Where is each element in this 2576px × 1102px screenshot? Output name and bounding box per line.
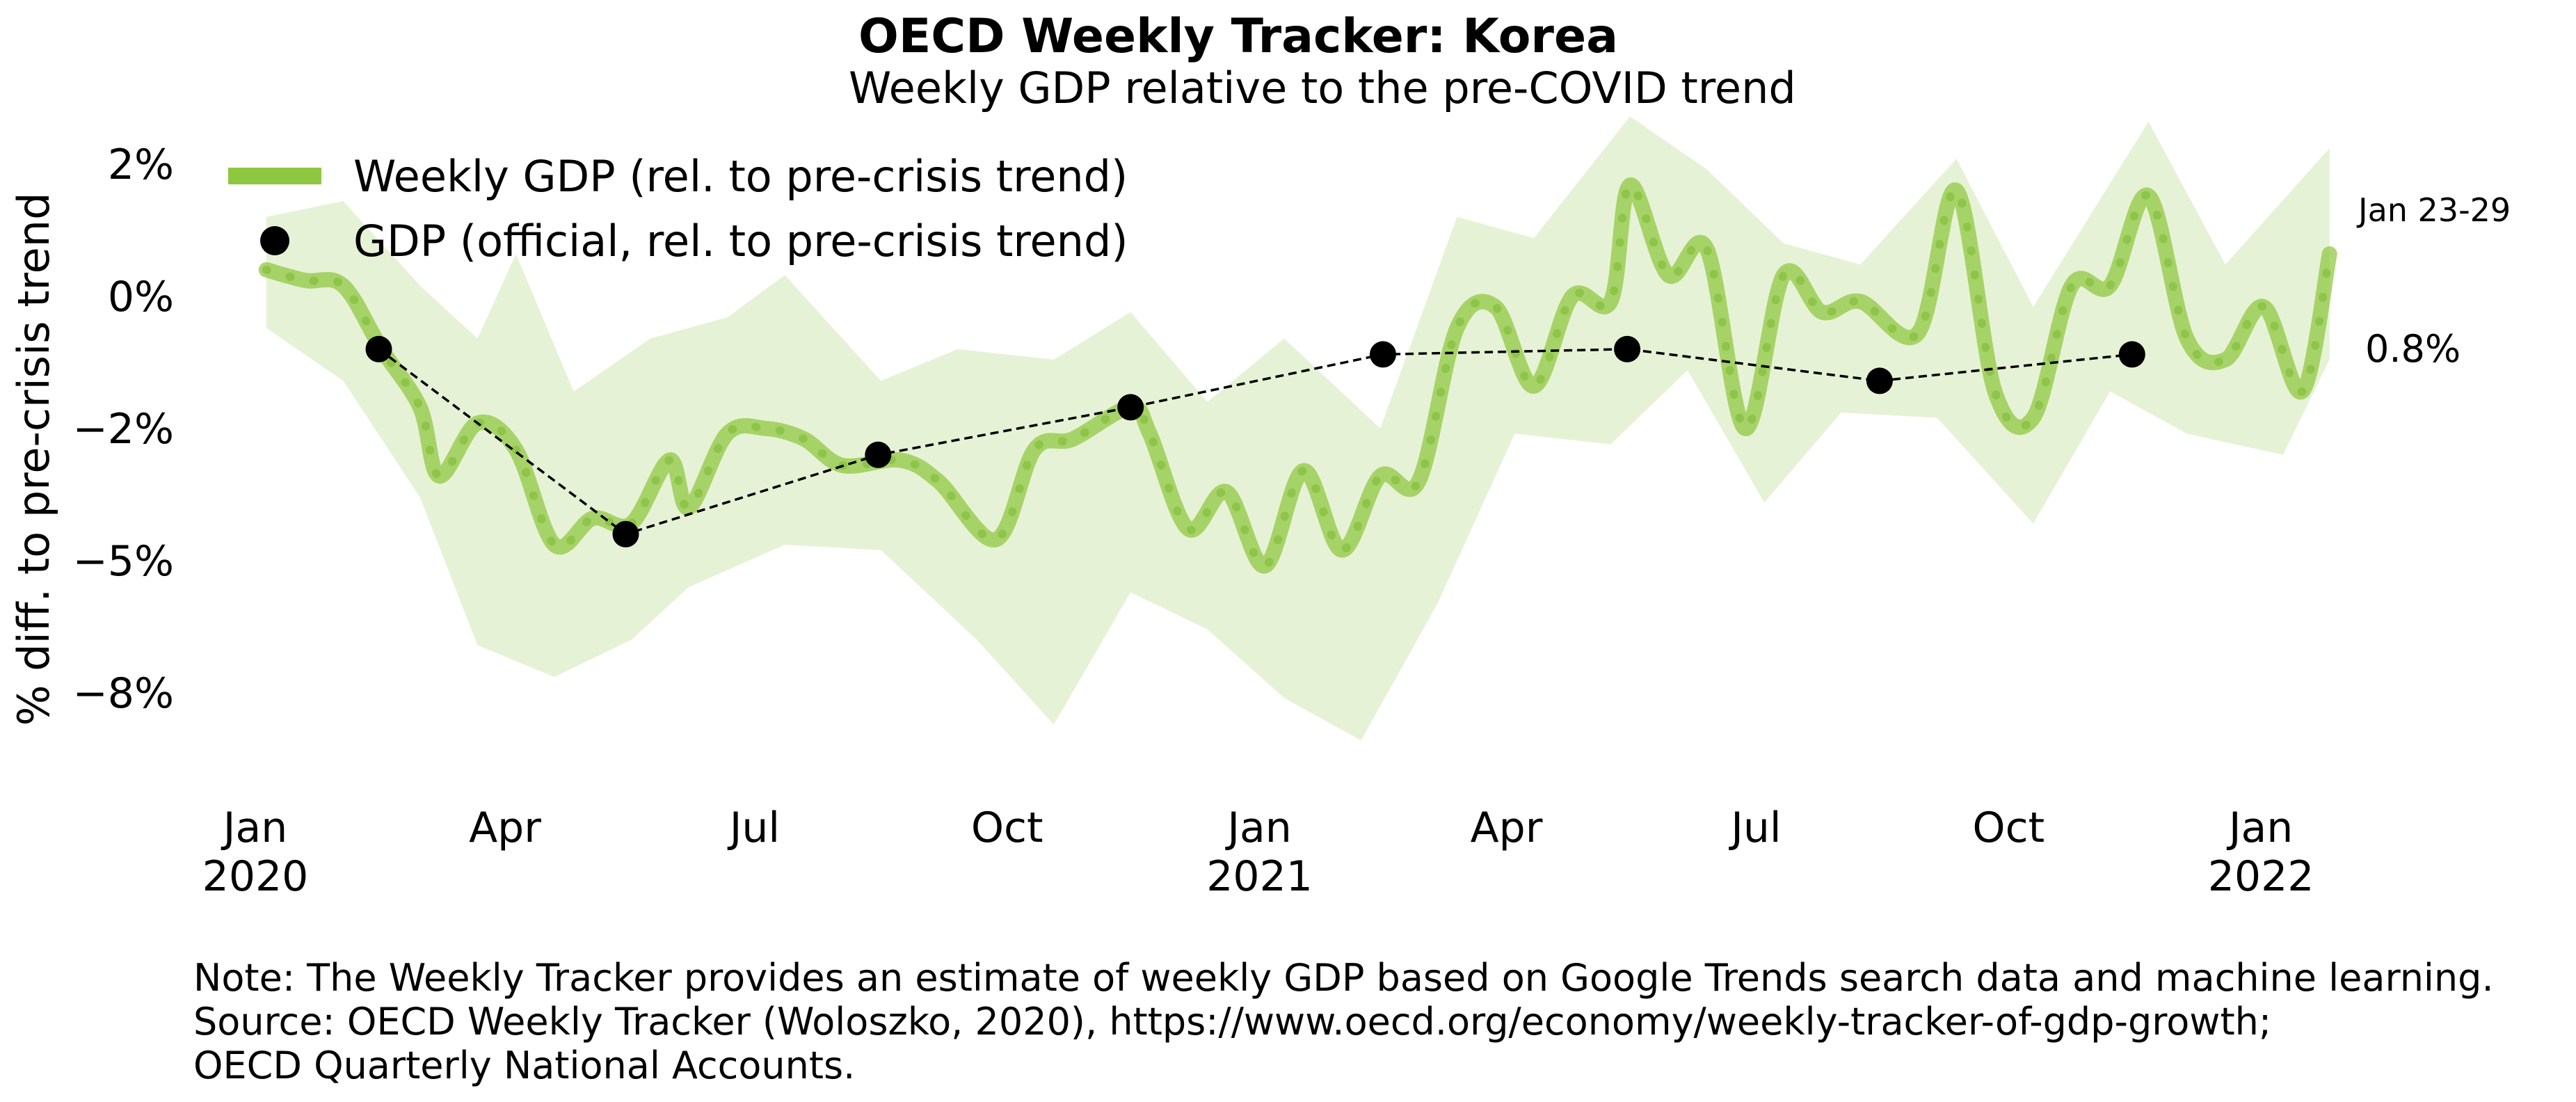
weekly-point-23 (1148, 431, 1152, 436)
weekly-point-20 (1032, 447, 1037, 452)
weekly-point-13 (725, 431, 729, 436)
legend-official-label: GDP (official, rel. to pre-crisis trend) (353, 216, 1128, 266)
uncertainty-band (266, 116, 2330, 741)
official-point-3 (1117, 394, 1144, 421)
weekly-point-36 (1628, 183, 1632, 187)
weekly-point-49 (2146, 193, 2150, 198)
x-tick-label-1: Apr (469, 804, 541, 852)
weekly-point-15 (802, 437, 806, 441)
y-tick-label-1: 0% (108, 273, 174, 321)
weekly-point-18 (936, 479, 941, 484)
weekly-point-54 (2328, 252, 2332, 256)
weekly-point-52 (2262, 305, 2266, 309)
note-line-2: Source: OECD Weekly Tracker (Woloszko, 2… (193, 1000, 2271, 1044)
weekly-point-39 (1743, 426, 1747, 431)
weekly-point-34 (1570, 294, 1574, 298)
weekly-point-1 (303, 278, 307, 282)
x-tick-label-7: Oct (1972, 804, 2045, 852)
x-tick-label-8: Jan (2226, 804, 2294, 852)
weekly-point-4 (418, 405, 422, 409)
weekly-point-44 (1954, 189, 1958, 193)
weekly-point-33 (1532, 384, 1536, 388)
weekly-point-31 (1455, 326, 1459, 330)
official-point-7 (2118, 341, 2145, 368)
x-tick-label-0: Jan (221, 804, 288, 852)
official-point-1 (612, 520, 639, 548)
official-point-4 (1370, 341, 1396, 368)
weekly-point-50 (2185, 337, 2189, 341)
weekly-point-38 (1704, 246, 1709, 250)
weekly-point-46 (2031, 416, 2035, 420)
weekly-point-25 (1224, 490, 1229, 494)
weekly-point-30 (1416, 479, 1421, 484)
weekly-point-43 (1916, 331, 1920, 335)
y-tick-label-0: 2% (108, 141, 174, 189)
uncertainty-band-layer (266, 116, 2330, 741)
weekly-point-24 (1186, 527, 1190, 531)
weekly-point-11 (668, 458, 672, 462)
weekly-point-0 (264, 268, 269, 272)
weekly-point-5 (437, 474, 441, 478)
weekly-point-35 (1608, 299, 1613, 303)
weekly-point-48 (2108, 284, 2112, 288)
weekly-line-layer (258, 177, 2337, 574)
official-point-2 (865, 441, 892, 468)
legend: Weekly GDP (rel. to pre-crisis trend) GD… (228, 151, 1128, 266)
official-point-5 (1614, 335, 1641, 362)
weekly-point-32 (1494, 305, 1498, 309)
weekly-point-2 (341, 284, 345, 288)
official-point-6 (1866, 367, 1893, 394)
weekly-point-41 (1820, 310, 1824, 314)
weekly-point-26 (1263, 564, 1267, 568)
y-tick-label-2: −2% (73, 405, 174, 454)
official-gdp-connector (378, 348, 2132, 536)
weekly-point-53 (2300, 390, 2304, 394)
y-tick-label-3: −5% (73, 537, 174, 586)
x-tick-year-0: 2020 (202, 852, 309, 901)
x-tick-label-2: Jul (727, 804, 780, 852)
weekly-point-37 (1666, 273, 1670, 277)
x-tick-label-5: Apr (1471, 804, 1543, 852)
weekly-gdp-line-markers (262, 181, 2334, 570)
weekly-point-9 (591, 516, 595, 520)
note-line-1: Note: The Weekly Tracker provides an est… (193, 956, 2494, 1000)
x-tick-year-4: 2021 (1206, 852, 1313, 901)
y-axis-label: % diff. to pre-crisis trend (8, 193, 59, 726)
weekly-point-27 (1302, 469, 1306, 473)
weekly-point-12 (687, 506, 691, 510)
x-tick-label-3: Oct (971, 804, 1043, 852)
weekly-point-47 (2070, 284, 2074, 288)
y-tick-labels: 2% 0% −2% −5% −8% (73, 141, 174, 718)
legend-official-swatch (260, 226, 289, 255)
weekly-point-29 (1378, 474, 1382, 478)
weekly-point-40 (1782, 273, 1786, 277)
note-line-3: OECD Quarterly National Accounts. (193, 1044, 855, 1087)
chart-subtitle: Weekly GDP relative to the pre-COVID tre… (849, 63, 1796, 113)
weekly-point-28 (1340, 548, 1344, 552)
y-tick-label-4: −8% (73, 669, 174, 718)
legend-weekly-label: Weekly GDP (rel. to pre-crisis trend) (353, 151, 1128, 202)
weekly-point-51 (2223, 358, 2227, 362)
weekly-point-45 (1993, 390, 1997, 394)
official-point-0 (365, 335, 392, 362)
weekly-point-17 (898, 458, 902, 462)
weekly-point-8 (552, 543, 557, 547)
official-gdp-layer (365, 335, 2145, 548)
last-week-label: Jan 23-29 (2356, 191, 2511, 229)
weekly-point-42 (1858, 299, 1862, 303)
weekly-point-21 (1071, 437, 1075, 441)
chart-title: OECD Weekly Tracker: Korea (858, 9, 1618, 64)
weekly-point-19 (994, 537, 998, 541)
x-tick-year-8: 2022 (2208, 852, 2314, 901)
weekly-point-7 (514, 447, 518, 452)
x-tick-label-6: Jul (1728, 804, 1781, 852)
x-tick-label-4: Jan (1224, 804, 1292, 852)
weekly-point-14 (764, 426, 768, 431)
last-value-label: 0.8% (2365, 327, 2461, 371)
